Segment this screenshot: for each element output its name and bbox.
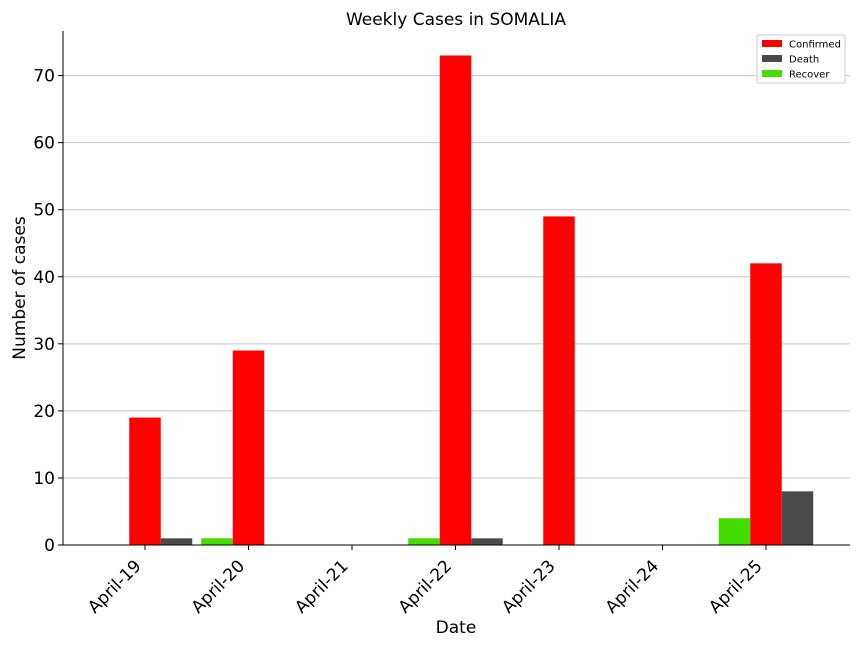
x-tick-label-april-20: April-20 [188,556,249,617]
legend: Confirmed Death Recover [756,34,846,84]
y-tick-label-40: 40 [33,268,55,288]
bar-confirmed-april-25 [750,263,782,545]
bar-recover-april-20 [201,538,233,545]
y-tick-label-30: 30 [33,335,55,355]
legend-label-recover: Recover [789,70,830,81]
y-tick-label-20: 20 [33,402,55,422]
legend-swatch-recover [762,70,782,77]
bar-death-april-25 [781,491,814,545]
y-tick-label-60: 60 [33,134,55,154]
legend-swatch-death [762,55,782,62]
x-tick-label-april-24: April-24 [602,556,663,617]
bar-recover-april-25 [718,518,751,545]
chart-title: Weekly Cases in SOMALIA [346,10,566,30]
x-axis-label: Date [436,618,477,638]
bar-confirmed-april-23 [543,216,575,545]
bars [129,55,814,545]
y-axis-ticks: 0 10 20 30 40 50 60 70 [33,67,63,556]
bar-confirmed-april-19 [129,417,161,545]
legend-label-death: Death [789,55,819,66]
bar-confirmed-april-20 [232,350,265,545]
x-tick-label-april-25: April-25 [705,556,766,617]
y-tick-label-10: 10 [33,469,55,489]
x-tick-label-april-22: April-22 [395,556,456,617]
bar-death-april-19 [160,538,193,545]
x-tick-label-april-21: April-21 [291,556,352,617]
x-axis-ticks: April-19 April-20 April-21 April-22 April-23… [84,545,767,618]
bar-recover-april-22 [408,538,440,545]
legend-label-confirmed: Confirmed [789,40,841,51]
y-tick-label-0: 0 [44,536,55,556]
x-tick-label-april-23: April-23 [498,556,559,617]
y-axis-label: Number of cases [10,216,30,360]
y-tick-label-70: 70 [33,67,55,87]
bar-death-april-22 [471,538,503,545]
bar-confirmed-april-22 [439,55,472,545]
y-tick-label-50: 50 [33,201,55,221]
legend-swatch-confirmed [762,40,782,47]
x-tick-label-april-19: April-19 [84,556,145,617]
